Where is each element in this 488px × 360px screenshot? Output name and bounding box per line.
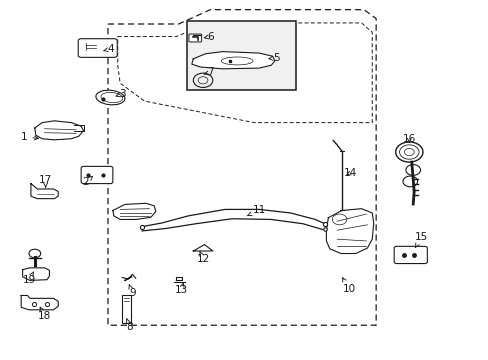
Polygon shape [35,121,83,140]
FancyBboxPatch shape [81,166,113,184]
Text: 11: 11 [246,206,265,216]
Bar [122,295,131,323]
Text: 12: 12 [196,251,209,264]
Ellipse shape [96,90,124,105]
Text: 13: 13 [174,283,187,296]
Text: 17: 17 [39,175,52,188]
Text: 4: 4 [104,44,114,54]
Text: 10: 10 [342,278,355,294]
Text: 5: 5 [268,53,279,63]
Polygon shape [326,209,373,253]
FancyBboxPatch shape [188,34,201,42]
Polygon shape [193,244,212,251]
Text: 9: 9 [129,285,135,298]
Ellipse shape [101,93,122,103]
Polygon shape [31,184,58,199]
Polygon shape [191,51,274,69]
Text: 18: 18 [38,307,51,321]
Polygon shape [22,268,49,280]
Polygon shape [113,203,156,220]
Ellipse shape [221,57,252,65]
Text: 2: 2 [82,176,92,187]
Polygon shape [21,296,58,310]
Text: 6: 6 [203,32,213,41]
Text: 19: 19 [22,272,36,285]
Text: 3: 3 [116,89,125,99]
Text: 7: 7 [203,67,213,77]
Text: 14: 14 [344,168,357,178]
FancyBboxPatch shape [78,39,117,57]
Bar [186,22,295,90]
Text: 15: 15 [413,232,427,248]
Text: 1: 1 [21,132,38,142]
Text: 16: 16 [402,134,415,144]
Text: 8: 8 [126,319,133,332]
FancyBboxPatch shape [393,246,427,264]
